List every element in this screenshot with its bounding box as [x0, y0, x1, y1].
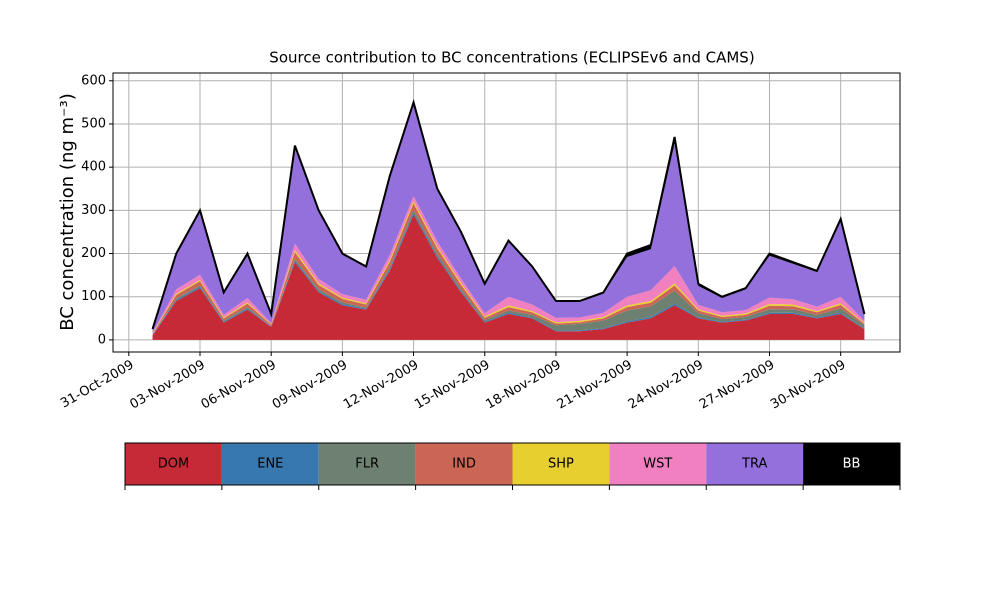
- y-tick-label: 300: [81, 203, 106, 218]
- x-tick-label: 15-Nov-2009: [412, 358, 492, 413]
- y-axis-label: BC concentration (ng m⁻³): [57, 93, 78, 331]
- legend-swatch: [803, 443, 900, 485]
- plot-frame: [112, 72, 901, 353]
- legend-label: ENE: [257, 457, 283, 472]
- x-tick-label: 09-Nov-2009: [270, 358, 350, 413]
- legend-swatch: [318, 443, 416, 485]
- x-tick-label: 31-Oct-2009: [58, 358, 136, 412]
- legend-label: FLR: [355, 457, 379, 472]
- x-tick-label: 12-Nov-2009: [341, 358, 421, 413]
- legend-label: IND: [452, 457, 476, 472]
- y-tick-label: 600: [81, 73, 106, 88]
- y-tick-label: 500: [81, 116, 106, 131]
- legend-label: BB: [843, 457, 861, 472]
- x-tick-label: 21-Nov-2009: [555, 358, 635, 413]
- legend-label: WST: [643, 457, 672, 472]
- legend-swatch: [221, 443, 319, 485]
- total-outline: [151, 98, 866, 330]
- legend-label: TRA: [741, 457, 767, 472]
- legend-swatch: [609, 443, 707, 485]
- legend-swatch: [125, 443, 222, 485]
- legend-swatch: [512, 443, 610, 485]
- x-tick-label: 18-Nov-2009: [483, 358, 563, 413]
- y-tick-label: 100: [81, 289, 106, 304]
- legend-swatch: [706, 443, 804, 485]
- x-tick-label: 06-Nov-2009: [199, 358, 279, 413]
- area-tra: [152, 103, 865, 333]
- x-tick-label: 03-Nov-2009: [127, 358, 207, 413]
- x-tick-label: 24-Nov-2009: [626, 358, 706, 413]
- legend-label: DOM: [158, 457, 189, 472]
- legend-swatch: [415, 443, 513, 485]
- y-tick-label: 400: [81, 160, 106, 175]
- area-dom: [152, 214, 865, 340]
- legend-label: SHP: [548, 457, 574, 472]
- y-tick-label: 200: [81, 246, 106, 261]
- y-tick-label: 0: [98, 332, 106, 347]
- x-tick-label: 30-Nov-2009: [768, 358, 848, 413]
- area-flr: [152, 209, 865, 336]
- x-tick-label: 27-Nov-2009: [697, 358, 777, 413]
- chart-title: Source contribution to BC concentrations…: [269, 49, 754, 67]
- area-ind: [152, 203, 865, 335]
